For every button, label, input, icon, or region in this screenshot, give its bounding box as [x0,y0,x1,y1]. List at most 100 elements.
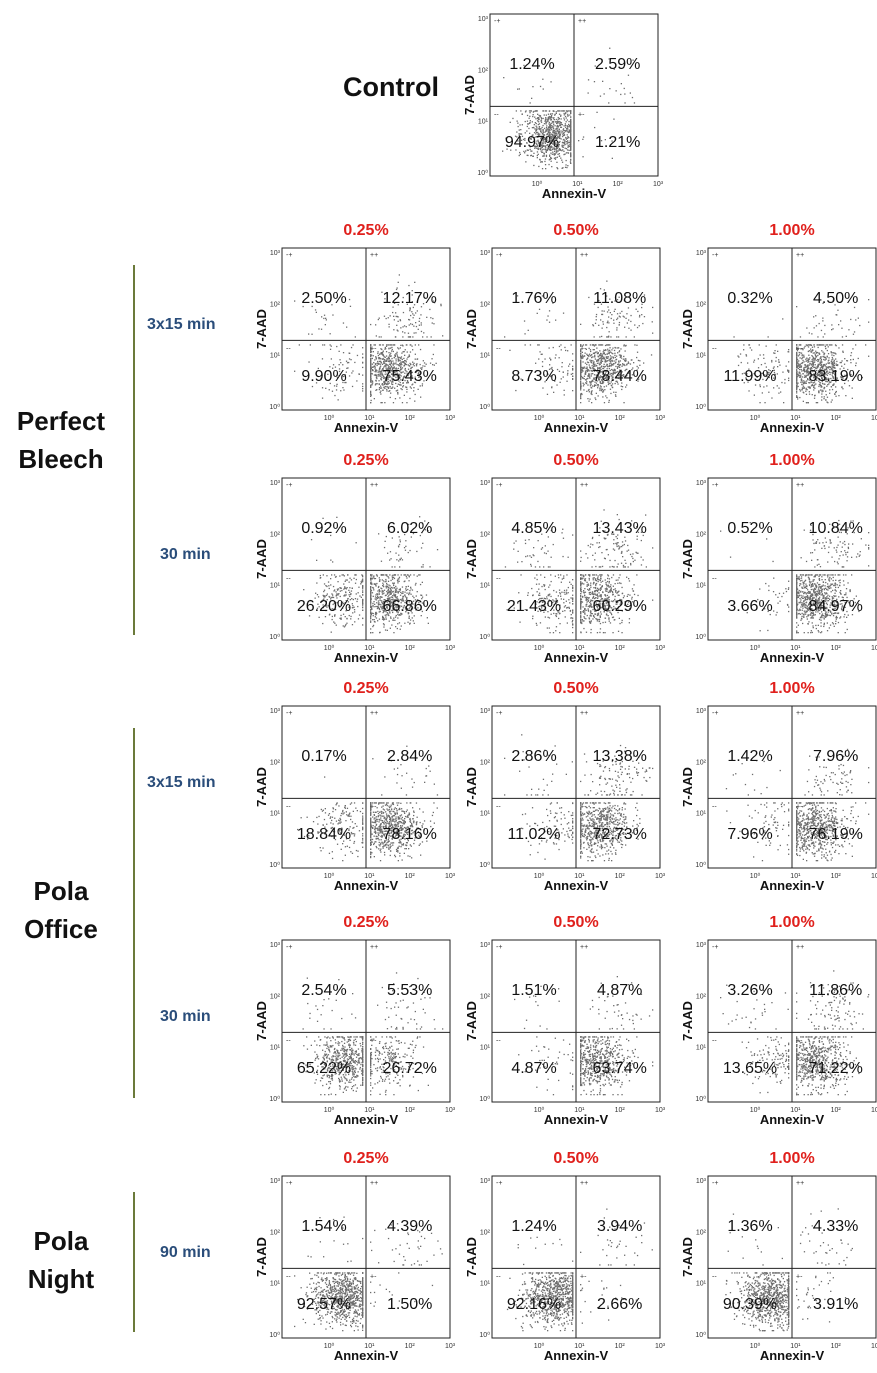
y-tick-label: 10⁰ [695,633,706,641]
x-tick-label: 10¹ [790,873,801,880]
event-dots [720,970,870,1096]
x-tick-label: 10² [831,645,842,652]
quadrant-pct-ul: 1.76% [511,290,556,307]
x-tick-label: 10¹ [364,415,375,422]
flow-plot: -+ ++ -- +- 0.52% 10.84% 3.66% 84.97% 10⁰ 10¹ 10² 1… [680,477,877,665]
x-tick-label: 10² [831,873,842,880]
gate-label-lr: +- [370,1037,377,1044]
x-tick-label: 10² [615,1107,626,1114]
gate-label-lr: +- [796,345,803,352]
flow-plot: -+ ++ -- +- 1.51% 4.87% 4.87% 63.74% 10⁰ 10¹ 10² 10… [464,939,666,1127]
x-axis-label: Annexin-V [544,420,609,435]
x-tick-label: 10³ [871,873,877,880]
x-axis-label: Annexin-V [334,650,399,665]
event-dots [733,299,870,404]
gate-label-lr: +- [370,345,377,352]
event-dots [303,516,439,634]
x-tick-label: 10¹ [790,645,801,652]
y-tick-label: 10² [480,531,491,538]
quadrant-pct-ll: 7.96% [727,826,772,843]
quadrant-pct-ul: 1.54% [301,1218,346,1235]
y-tick-label: 10⁰ [477,169,488,177]
y-tick-label: 10¹ [480,811,491,818]
quadrant-pct-ul: 3.26% [727,982,772,999]
y-axis-label: 7-AAD [464,539,479,579]
concentration-label: 0.25% [343,452,389,469]
control-title: Control [343,72,439,102]
y-tick-label: 10³ [480,250,491,257]
y-axis-label: 7-AAD [464,309,479,349]
quadrant-pct-ul: 2.50% [301,290,346,307]
gate-label-ur: ++ [796,710,804,717]
gate-label-ll: -- [496,1273,501,1280]
gate-label-lr: +- [580,803,587,810]
quadrant-pct-lr: 72.73% [593,826,647,843]
x-tick-label: 10¹ [364,1343,375,1350]
gate-label-lr: +- [796,1273,803,1280]
quadrant-pct-ul: 0.92% [301,520,346,537]
quadrant-pct-lr: 78.16% [383,826,437,843]
y-tick-label: 10¹ [270,583,281,590]
y-tick-label: 10⁰ [479,1331,490,1339]
y-tick-label: 10¹ [480,1045,491,1052]
quadrant-pct-lr: 26.72% [383,1060,437,1077]
quadrant-pct-ll: 65.22% [297,1060,351,1077]
concentration-label: 0.50% [553,1150,599,1167]
quadrant-pct-lr: 60.29% [593,598,647,615]
flow-plot: -+ ++ -- +- 1.24% 2.59% 94.97% 1.21% 10⁰ 10¹ 10² 10… [462,13,664,201]
quadrant-pct-lr: 2.66% [597,1296,642,1313]
quadrant-pct-ul: 1.24% [511,1218,556,1235]
y-tick-label: 10⁰ [269,1331,280,1339]
y-axis-label: 7-AAD [254,309,269,349]
quadrant-pct-ll: 8.73% [511,368,556,385]
group-bracket-line [133,1192,135,1332]
quadrant-pct-ur: 5.53% [387,982,432,999]
quadrant-pct-ur: 2.84% [387,748,432,765]
quadrant-pct-lr: 78.44% [593,368,647,385]
y-tick-label: 10³ [696,480,707,487]
gate-label-ur: ++ [370,1180,378,1187]
event-dots [297,745,439,862]
quadrant-pct-ll: 11.02% [507,826,560,843]
x-axis-label: Annexin-V [760,1112,825,1127]
y-tick-label: 10¹ [270,353,281,360]
y-tick-label: 10⁰ [695,1095,706,1103]
time-label: 3x15 min [147,774,216,791]
time-label: 30 min [160,546,211,563]
y-tick-label: 10² [696,531,707,538]
group-bracket-line [133,728,135,1098]
quadrant-pct-ul: 1.51% [511,982,556,999]
x-axis-label: Annexin-V [760,1348,825,1363]
event-dots [502,47,636,170]
gate-label-ul: -+ [496,252,502,259]
gate-label-ur: ++ [580,1180,588,1187]
gate-label-ur: ++ [580,710,588,717]
gate-label-ul: -+ [712,944,718,951]
x-tick-label: 10² [615,645,626,652]
y-axis-label: 7-AAD [254,1237,269,1277]
y-tick-label: 10³ [270,480,281,487]
x-axis-label: Annexin-V [544,650,609,665]
flow-plot: -+ ++ -- +- 1.54% 4.39% 92.57% 1.50% 10⁰ 10¹ 10² 10… [254,1175,456,1363]
gate-label-ll: -- [712,345,717,352]
x-tick-label: 10⁰ [534,1106,545,1114]
quadrant-pct-ur: 11.08% [593,290,646,307]
y-tick-label: 10² [270,301,281,308]
gate-label-lr: +- [580,1037,587,1044]
concentration-label: 0.50% [553,680,599,697]
concentration-label: 0.25% [343,914,389,931]
gate-label-ur: ++ [370,710,378,717]
quadrant-pct-ur: 13.38% [593,748,647,765]
group-label-line: Perfect [16,406,106,436]
x-tick-label: 10⁰ [532,180,543,188]
quadrant-pct-ll: 11.99% [723,368,776,385]
x-tick-label: 10³ [655,873,666,880]
y-tick-label: 10⁰ [269,1095,280,1103]
quadrant-pct-lr: 66.86% [383,598,437,615]
quadrant-pct-ll: 26.20% [297,598,351,615]
x-tick-label: 10¹ [364,873,375,880]
quadrant-pct-lr: 75.43% [383,368,437,385]
x-tick-label: 10¹ [364,645,375,652]
x-tick-label: 10¹ [572,181,583,188]
group-label-line: Bleech [18,444,104,474]
